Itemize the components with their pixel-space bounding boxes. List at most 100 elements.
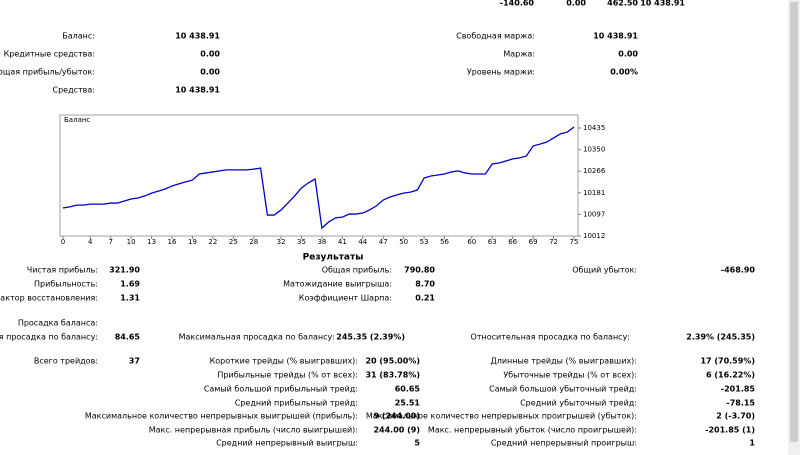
result-value: -78.15 bbox=[726, 399, 755, 408]
result-label: Макс. непрерывная прибыль (число выигрыш… bbox=[149, 426, 358, 435]
result-value: -201.85 (1) bbox=[705, 426, 755, 435]
result-label: Убыточные трейды (% от всех): bbox=[503, 371, 637, 380]
result-label: Матожидание выигрыша: bbox=[283, 280, 392, 289]
top-value: 10 438.91 bbox=[640, 0, 685, 8]
x-tick-label: 72 bbox=[549, 238, 558, 246]
account-value: 0.00% bbox=[610, 68, 638, 77]
result-value: 31 (83.78%) bbox=[365, 371, 420, 380]
result-value: 1.31 bbox=[120, 294, 140, 303]
result-label: Длинные трейды (% выигравших): bbox=[490, 357, 637, 366]
x-tick-label: 7 bbox=[108, 238, 112, 246]
chart-label: Баланс bbox=[64, 116, 90, 124]
x-tick-label: 38 bbox=[317, 238, 326, 246]
y-tick-label: 10181 bbox=[583, 189, 605, 197]
account-label: Маржа: bbox=[503, 50, 535, 59]
result-label: Самый большой убыточный трейд: bbox=[489, 385, 637, 394]
y-tick-label: 10012 bbox=[583, 232, 605, 240]
x-tick-label: 0 bbox=[61, 238, 65, 246]
y-tick-label: 10435 bbox=[583, 124, 605, 132]
result-label: Прибыльные трейды (% от всех): bbox=[217, 371, 358, 380]
result-value: 2.39% (245.35) bbox=[686, 333, 755, 342]
y-tick-label: 10266 bbox=[583, 167, 606, 175]
result-value: 1 bbox=[749, 439, 755, 448]
result-label: ютная просадка по балансу: bbox=[0, 333, 98, 342]
result-label: Всего трейдов: bbox=[34, 357, 98, 366]
result-value: 25.51 bbox=[395, 399, 421, 408]
result-label: Прибыльность: bbox=[34, 280, 98, 289]
result-label: Средний непрерывный выигрыш: bbox=[216, 439, 358, 448]
result-label: Средний непрерывный проигрыш: bbox=[491, 439, 637, 448]
account-label: Баланс: bbox=[62, 32, 95, 41]
result-value: 1.69 bbox=[120, 280, 140, 289]
result-label: Чистая прибыль: bbox=[27, 266, 98, 275]
result-label: Коэффициент Шарпа: bbox=[299, 294, 392, 303]
result-value: 20 (95.00%) bbox=[365, 357, 420, 366]
result-value: 8.70 bbox=[415, 280, 435, 289]
result-value: 37 bbox=[129, 357, 140, 366]
x-tick-label: 13 bbox=[147, 238, 156, 246]
x-tick-label: 22 bbox=[208, 238, 217, 246]
y-tick-label: 10097 bbox=[583, 210, 605, 218]
account-value: 10 438.91 bbox=[593, 32, 638, 41]
result-value: 84.65 bbox=[115, 333, 141, 342]
x-tick-label: 35 bbox=[297, 238, 306, 246]
x-tick-label: 41 bbox=[338, 238, 347, 246]
x-tick-label: 75 bbox=[570, 238, 579, 246]
account-label: Уровень маржи: bbox=[467, 68, 535, 77]
result-value: 60.65 bbox=[395, 385, 421, 394]
result-label: Фактор восстановления: bbox=[0, 294, 98, 303]
result-label: Средний убыточный трейд: bbox=[520, 399, 637, 408]
result-value: 17 (70.59%) bbox=[700, 357, 755, 366]
result-label: Общая прибыль: bbox=[322, 266, 392, 275]
result-label: Просадка баланса: bbox=[18, 319, 98, 328]
x-tick-label: 50 bbox=[399, 238, 408, 246]
x-tick-label: 56 bbox=[440, 238, 449, 246]
result-label: Максимальное количество непрерывных прои… bbox=[366, 412, 637, 421]
x-tick-label: 16 bbox=[168, 238, 177, 246]
x-tick-label: 32 bbox=[277, 238, 286, 246]
account-label: Средства: bbox=[53, 86, 96, 95]
account-value: 0.00 bbox=[200, 50, 220, 59]
account-value: 0.00 bbox=[200, 68, 220, 77]
x-tick-label: 44 bbox=[358, 238, 367, 246]
x-tick-label: 66 bbox=[508, 238, 517, 246]
scroll-thumb[interactable] bbox=[790, 2, 798, 442]
result-label: Максимальное количество непрерывных выиг… bbox=[85, 412, 358, 421]
result-label: Общий убыток: bbox=[572, 266, 637, 275]
account-value: 10 438.91 bbox=[175, 32, 220, 41]
x-tick-label: 10 bbox=[127, 238, 136, 246]
result-label: Средний прибыльный трейд: bbox=[235, 399, 358, 408]
x-tick-label: 19 bbox=[188, 238, 197, 246]
result-value: -201.85 bbox=[721, 385, 756, 394]
top-value: -140.60 bbox=[500, 0, 535, 8]
result-label: Относительная просадка по балансу: bbox=[471, 333, 630, 342]
results-title: Результаты bbox=[303, 253, 364, 263]
account-label: Свободная маржа: bbox=[456, 32, 535, 41]
result-value: 2 (-3.70) bbox=[716, 412, 755, 421]
account-label: Кредитные средства: bbox=[4, 50, 95, 59]
y-tick-label: 10350 bbox=[583, 146, 605, 154]
result-value: 321.90 bbox=[109, 266, 140, 275]
top-value: 462.50 bbox=[607, 0, 638, 8]
x-tick-label: 47 bbox=[379, 238, 388, 246]
balance-line bbox=[62, 126, 575, 230]
result-value: 244.00 (9) bbox=[373, 426, 420, 435]
x-tick-label: 69 bbox=[529, 238, 538, 246]
top-value: 0.00 bbox=[566, 0, 586, 8]
result-label: Макс. непрерывный убыток (число проигрыш… bbox=[428, 426, 637, 435]
result-value: 790.80 bbox=[404, 266, 435, 275]
account-label: лавающая прибыль/убыток: bbox=[0, 68, 95, 77]
result-value: 0.21 bbox=[415, 294, 435, 303]
x-tick-label: 25 bbox=[229, 238, 238, 246]
result-value: 245.35 (2.39%) bbox=[336, 333, 405, 342]
account-value: 0.00 bbox=[618, 50, 638, 59]
result-label: Короткие трейды (% выигравших): bbox=[210, 357, 358, 366]
x-tick-label: 63 bbox=[488, 238, 497, 246]
x-tick-label: 28 bbox=[249, 238, 258, 246]
x-tick-label: 4 bbox=[88, 238, 93, 246]
result-value: 9 (244.00) bbox=[373, 412, 420, 421]
result-value: -468.90 bbox=[721, 266, 756, 275]
result-label: Максимальная просадка по балансу: bbox=[179, 333, 335, 342]
